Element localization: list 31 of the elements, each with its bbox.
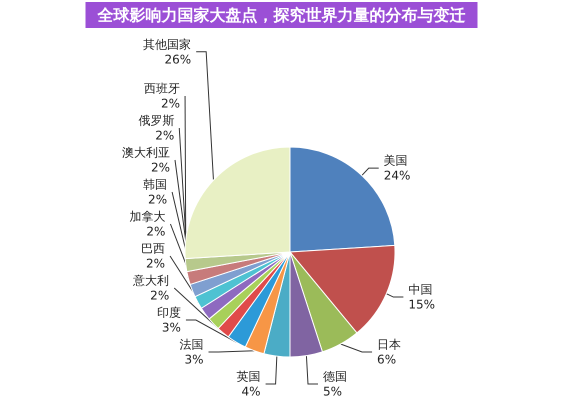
slice-label: 美国	[384, 154, 408, 168]
data-label: 26%	[164, 52, 192, 66]
data-label: 2%	[146, 224, 166, 238]
slice-label: 西班牙	[144, 82, 180, 96]
data-label: 15%	[408, 298, 436, 312]
slice-label: 德国	[322, 370, 347, 384]
slice-label: 澳大利亚	[122, 146, 170, 160]
slice-label: 印度	[156, 306, 181, 320]
data-label: 5%	[322, 384, 342, 398]
data-label: 2%	[155, 128, 174, 142]
data-label: 4%	[242, 384, 261, 398]
slice-label: 巴西	[141, 242, 166, 256]
data-label: 2%	[161, 96, 180, 110]
slice-label: 加拿大	[129, 210, 166, 224]
data-label: 2%	[150, 160, 170, 174]
slice-label: 日本	[377, 338, 402, 352]
data-label: 2%	[148, 192, 168, 206]
slice-label: 其他国家	[143, 37, 192, 52]
data-label: 3%	[162, 320, 181, 334]
slice-label: 法国	[180, 338, 204, 352]
data-label: 24%	[384, 168, 410, 183]
data-label: 3%	[184, 352, 204, 366]
data-label: 2%	[150, 288, 170, 302]
slice-label: 韩国	[143, 178, 168, 192]
slice-label: 意大利	[132, 274, 170, 288]
slice-label: 俄罗斯	[138, 114, 174, 128]
slice-label: 中国	[408, 282, 432, 297]
data-label: 2%	[146, 256, 166, 270]
data-label: 6%	[377, 352, 396, 366]
slice-label: 英国	[236, 370, 261, 384]
chart-title: 全球影响力国家大盘点，探究世界力量的分布与变迁	[96, 6, 466, 24]
